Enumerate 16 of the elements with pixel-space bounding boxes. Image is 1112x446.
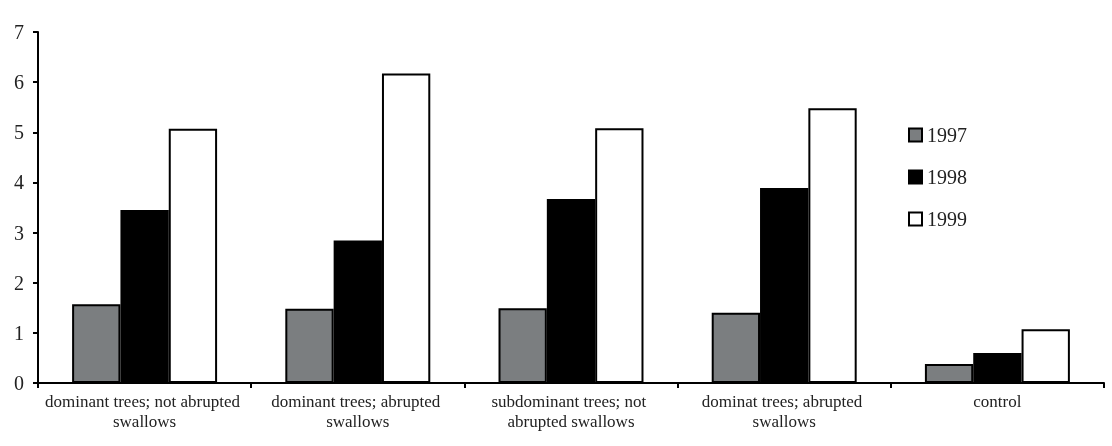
y-tick-label: 7 — [14, 21, 24, 43]
y-tick-label: 2 — [14, 271, 24, 294]
y-tick-label: 5 — [14, 121, 24, 144]
y-tick-label: 1 — [14, 321, 24, 344]
legend-label: 1997 — [927, 124, 967, 146]
x-tick-label: dominant trees; not abrupted swallows — [44, 391, 245, 431]
x-tick-label: subdominant trees; not abrupted swallows — [491, 391, 651, 431]
y-tick-label: 4 — [14, 171, 24, 194]
y-tick-label: 6 — [14, 71, 24, 94]
x-tick-label: dominat trees; abrupted swallows — [701, 391, 867, 431]
legend-label: 1998 — [927, 166, 967, 188]
legend-label: 1999 — [927, 208, 967, 230]
x-tick-label: control — [973, 391, 1022, 411]
x-tick-label: dominant trees; abrupted swallows — [271, 391, 445, 431]
y-tick-label: 0 — [14, 372, 24, 394]
y-tick-label: 3 — [14, 221, 24, 244]
